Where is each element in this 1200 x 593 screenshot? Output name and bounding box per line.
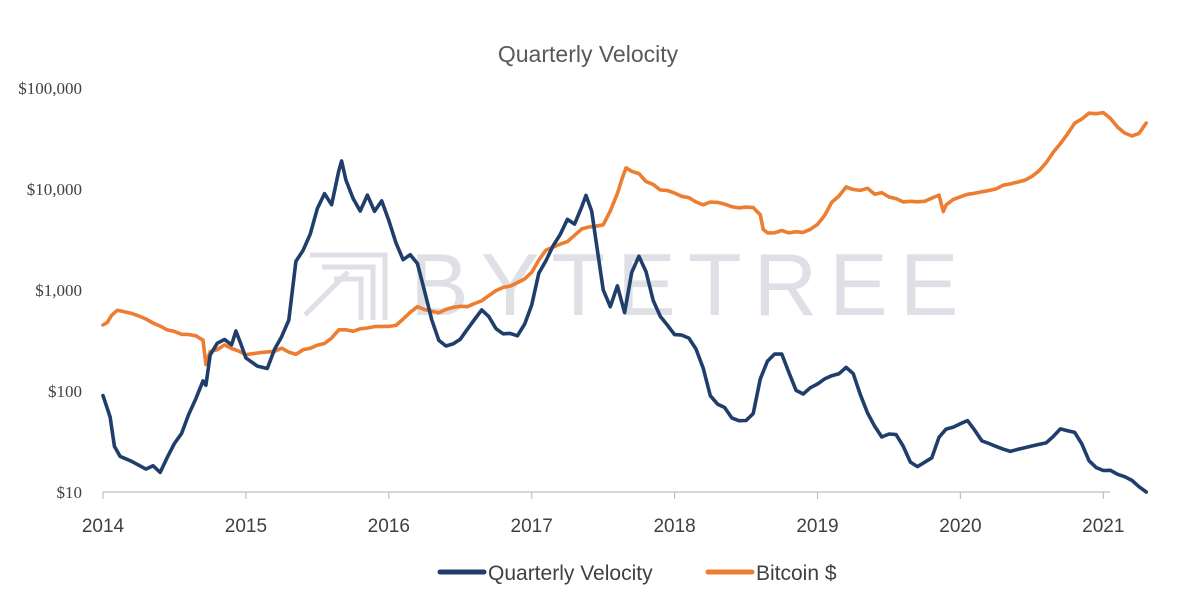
series-line-bitcoin	[101, 110, 1148, 367]
x-tick-label: 2017	[511, 516, 553, 537]
legend-item-velocity: Quarterly Velocity	[437, 562, 653, 585]
watermark-logo: BYTETREE	[303, 235, 971, 334]
x-tick-label: 2014	[82, 516, 125, 537]
y-tick-label: $100	[48, 382, 82, 401]
x-tick-label: 2015	[225, 516, 267, 537]
y-tick-label: $100,000	[18, 79, 82, 98]
y-tick-label: $10	[57, 483, 83, 502]
x-tick-label: 2019	[796, 516, 838, 537]
legend-item-bitcoin: Bitcoin $	[705, 562, 837, 585]
x-tick-label: 2016	[368, 516, 410, 537]
y-axis: $100,000 $10,000 $1,000 $100 $10	[18, 79, 82, 502]
x-tick-label: 2018	[653, 516, 695, 537]
y-tick-label: $1,000	[35, 281, 82, 300]
x-tick-label: 2021	[1082, 516, 1124, 537]
legend: Quarterly Velocity Bitcoin $	[437, 562, 837, 585]
x-tick-label: 2020	[939, 516, 981, 537]
watermark-logo-mark	[303, 252, 388, 320]
y-tick-label: $10,000	[27, 180, 82, 199]
x-axis: 2014 2015 2016 2017 2018 2019 2020 2021	[82, 491, 1124, 537]
watermark-text: BYTETREE	[410, 235, 971, 334]
series-layer	[101, 110, 1148, 494]
chart-title: Quarterly Velocity	[498, 41, 679, 67]
series-line-velocity	[101, 159, 1148, 494]
legend-label-bitcoin: Bitcoin $	[756, 562, 837, 585]
legend-label-velocity: Quarterly Velocity	[488, 562, 653, 585]
